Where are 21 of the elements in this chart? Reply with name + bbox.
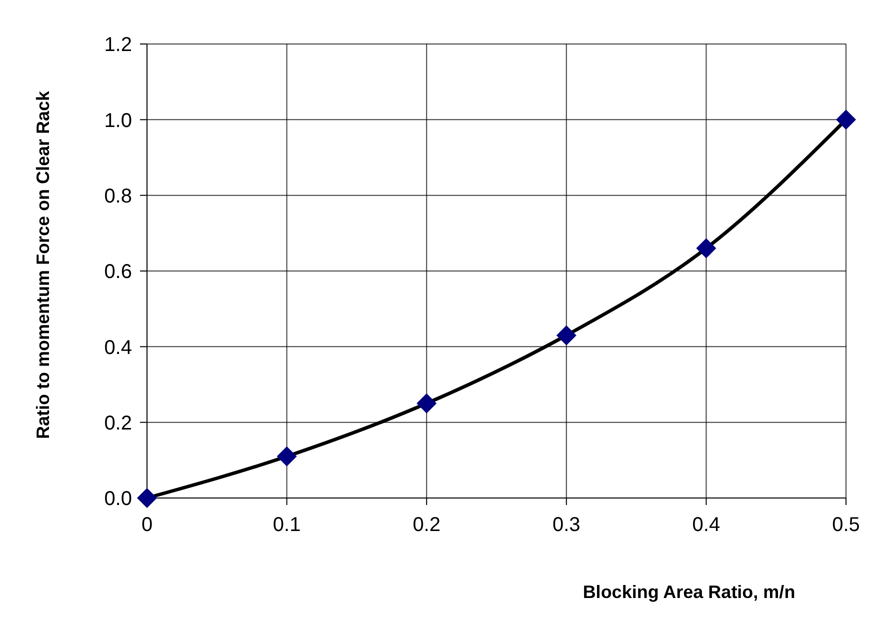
x-tick-label: 0.4 — [692, 514, 720, 536]
y-tick-label: 0.6 — [104, 261, 132, 284]
y-axis-title: Ratio to momentum Force on Clear Rack — [32, 90, 53, 440]
point — [696, 238, 716, 258]
y-tick-label: 1.0 — [104, 110, 132, 132]
point — [836, 110, 856, 130]
y-tick-label: 0.0 — [104, 488, 132, 510]
y-tick-label: 0.8 — [104, 185, 132, 208]
point — [416, 393, 437, 414]
point — [137, 488, 157, 508]
y-tick-label: 0.4 — [104, 336, 132, 359]
y-tick-label: 1.2 — [104, 34, 132, 56]
point — [276, 446, 297, 466]
y-tick-label: 0.2 — [104, 412, 132, 434]
x-tick-label: 0.5 — [832, 514, 860, 536]
x-tick-label: 0 — [141, 514, 153, 536]
x-axis-title: Blocking Area Ratio, m/n — [582, 582, 796, 602]
point — [556, 325, 576, 346]
x-tick-label: 0.2 — [412, 514, 441, 536]
x-tick-label: 0.1 — [272, 514, 301, 536]
x-tick-label: 0.3 — [552, 514, 580, 536]
